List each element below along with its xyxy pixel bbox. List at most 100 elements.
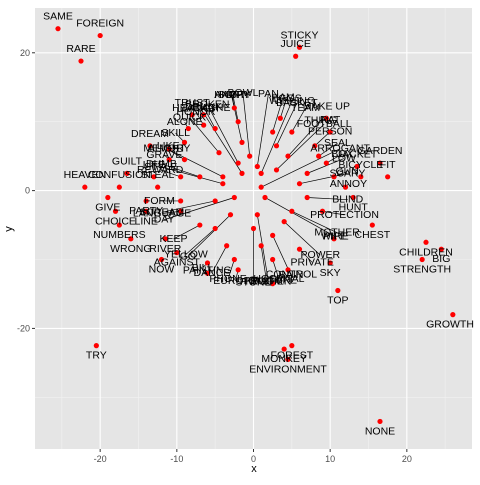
data-point xyxy=(232,195,237,200)
data-point xyxy=(216,150,221,155)
point-label: NONE xyxy=(365,425,395,437)
point-label: NOW xyxy=(149,264,175,276)
data-point xyxy=(255,212,260,217)
x-axis-title: x xyxy=(251,463,257,475)
data-point xyxy=(239,171,244,176)
point-label: PROTECTION xyxy=(310,209,379,221)
data-point xyxy=(289,343,294,348)
point-label: BOWL xyxy=(228,87,259,99)
data-point xyxy=(289,129,294,134)
y-axis-ticks: -20 0 20 xyxy=(17,48,35,334)
point-label: ARROGANT xyxy=(310,143,370,155)
point-label: RIVER xyxy=(149,243,182,255)
point-label: SKY xyxy=(320,267,341,279)
data-point xyxy=(155,185,160,190)
point-label: LANGUAGE xyxy=(133,208,191,220)
data-point xyxy=(270,233,275,238)
data-point xyxy=(251,226,256,231)
y-tick-label: -20 xyxy=(17,323,30,333)
data-point xyxy=(228,212,233,217)
point-label: FIT xyxy=(380,159,396,171)
data-point xyxy=(259,171,264,176)
data-point xyxy=(82,185,87,190)
point-label: WIRE xyxy=(321,230,348,242)
point-label: WRONG xyxy=(110,243,151,255)
point-label: ALIGHT xyxy=(148,143,187,155)
point-label: TRY xyxy=(86,350,107,362)
data-point xyxy=(94,343,99,348)
data-point xyxy=(236,267,241,272)
data-point xyxy=(182,157,187,162)
data-point xyxy=(236,119,241,124)
data-point xyxy=(259,185,264,190)
point-label: ANNOY xyxy=(330,178,367,190)
data-point xyxy=(297,181,302,186)
data-point xyxy=(247,154,252,159)
data-point xyxy=(239,140,244,145)
data-point xyxy=(98,33,103,38)
point-label: CHEST xyxy=(355,229,391,241)
point-label: FORM xyxy=(144,195,175,207)
data-point xyxy=(232,105,237,110)
point-label: ENVIRONMENT xyxy=(249,363,327,375)
data-point xyxy=(55,26,60,31)
x-tick-label: -20 xyxy=(94,454,107,464)
point-label: RARE xyxy=(66,43,95,55)
data-point xyxy=(278,116,283,121)
data-point xyxy=(385,174,390,179)
data-point xyxy=(450,312,455,317)
x-tick-label: -10 xyxy=(170,454,183,464)
data-point xyxy=(282,219,287,224)
point-label: TOP xyxy=(327,295,348,307)
data-point xyxy=(335,288,340,293)
point-label: CHOICE xyxy=(95,215,136,227)
data-point xyxy=(220,181,225,186)
data-point xyxy=(370,222,375,227)
point-label: STYLE xyxy=(144,161,177,173)
data-point xyxy=(78,58,83,63)
point-label: WISHING xyxy=(269,95,315,107)
y-axis-title: y xyxy=(3,226,15,232)
data-point xyxy=(197,222,202,227)
data-point xyxy=(236,160,241,165)
data-point xyxy=(270,257,275,262)
y-tick-label: 0 xyxy=(25,186,30,196)
data-point xyxy=(220,174,225,179)
data-point xyxy=(289,209,294,214)
point-label: FOREIGN xyxy=(76,18,124,30)
x-tick-label: 10 xyxy=(325,454,335,464)
data-point xyxy=(178,198,183,203)
data-point xyxy=(197,174,202,179)
data-point xyxy=(213,198,218,203)
point-label: JUICE xyxy=(280,38,310,50)
y-tick-label: 20 xyxy=(20,48,30,58)
data-point xyxy=(224,243,229,248)
data-point xyxy=(274,167,279,172)
data-point xyxy=(262,195,267,200)
data-point xyxy=(105,195,110,200)
data-point xyxy=(293,54,298,59)
data-point xyxy=(255,164,260,169)
x-tick-label: 20 xyxy=(402,454,412,464)
point-label: SAME xyxy=(43,11,73,23)
data-point xyxy=(305,195,310,200)
point-label: STRENGTH xyxy=(393,264,451,276)
point-label: FOOTBALL xyxy=(297,118,352,130)
data-point xyxy=(285,154,290,159)
data-point xyxy=(324,160,329,165)
point-label: NUMBERS xyxy=(93,229,146,241)
data-point xyxy=(232,257,237,262)
data-point xyxy=(274,143,279,148)
data-point xyxy=(305,171,310,176)
point-label: CULTURE xyxy=(248,275,297,287)
point-label: DREAM xyxy=(131,128,169,140)
data-point xyxy=(423,240,428,245)
data-point xyxy=(213,126,218,131)
point-label: GROWTH xyxy=(426,319,474,331)
point-label: GIVE xyxy=(95,201,120,213)
data-point xyxy=(377,419,382,424)
point-label: LAUGH xyxy=(183,103,219,115)
